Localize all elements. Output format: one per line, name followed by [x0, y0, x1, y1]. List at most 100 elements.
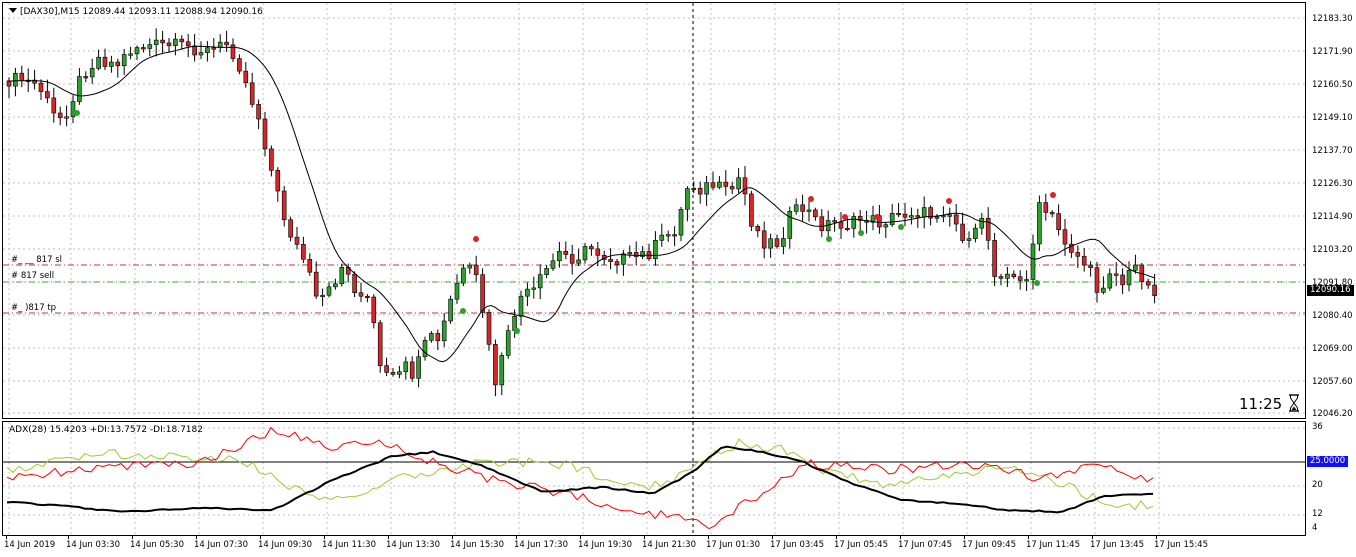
- price-scale[interactable]: 12183.30 12171.90 12160.50 12149.10 12137.70…: [1306, 2, 1356, 419]
- bear-candle: [1081, 247, 1087, 272]
- bear-candle: [813, 207, 818, 221]
- bear-candle: [83, 71, 89, 83]
- time-tick-label: 14 Jun 05:30: [130, 540, 184, 550]
- bull-candle: [320, 288, 325, 307]
- bear-candle: [160, 30, 165, 55]
- bear-candle: [115, 58, 121, 78]
- price-tick-label: 12080.40: [1312, 311, 1353, 321]
- time-tick-label: 14 Jun 17:30: [514, 540, 568, 550]
- fractal-down-dot: [514, 328, 520, 334]
- bull-candle: [806, 200, 812, 222]
- time-tick: [196, 536, 197, 539]
- bear-candle: [6, 77, 12, 99]
- bear-candle: [857, 210, 863, 231]
- bull-candle: [966, 231, 972, 248]
- price-tick-label: 12171.90: [1312, 47, 1353, 57]
- bull-candle: [947, 207, 953, 227]
- bear-candle: [211, 38, 217, 58]
- bull-candle: [1005, 266, 1010, 288]
- bear-candle: [45, 79, 50, 104]
- bull-candle: [973, 223, 978, 243]
- bear-candle: [281, 185, 287, 227]
- bear-candle: [32, 69, 37, 90]
- bear-candle: [1075, 245, 1081, 268]
- price-chart-canvas: [3, 3, 1305, 418]
- time-tick: [452, 536, 453, 539]
- fractal-down-dot: [1034, 280, 1040, 286]
- bull-candle: [717, 176, 722, 190]
- bear-candle: [1113, 262, 1119, 287]
- bear-candle: [832, 217, 837, 232]
- time-tick: [1028, 536, 1029, 539]
- bear-candle: [390, 367, 396, 377]
- plus-di-line: [6, 438, 1154, 511]
- time-tick: [324, 536, 325, 539]
- time-tick: [964, 536, 965, 539]
- bear-candle: [563, 241, 569, 260]
- bull-candle: [70, 95, 76, 123]
- time-tick-label: 17 Jun 13:45: [1090, 540, 1144, 550]
- bear-candle: [1011, 270, 1017, 279]
- bull-candle: [1030, 234, 1036, 290]
- bear-candle: [998, 273, 1004, 286]
- price-pane[interactable]: [DAX30],M15 12089.44 12093.11 12088.94 1…: [2, 2, 1306, 419]
- bear-candle: [301, 236, 306, 264]
- time-tick-label: 17 Jun 03:45: [770, 540, 824, 550]
- adx-tick-label: 36: [1312, 422, 1323, 432]
- bear-candle: [269, 145, 274, 177]
- bear-candle: [761, 221, 767, 259]
- minus-di-line: [6, 426, 1154, 530]
- time-tick-label: 14 Jun 2019: [4, 540, 56, 550]
- bull-candle: [64, 105, 69, 127]
- adx-pane[interactable]: ADX(28) 15.4203 +DI:13.7572 -DI:18.7182: [2, 421, 1306, 536]
- order-label-sell: # 817 sell: [11, 271, 55, 281]
- order-label-tp: #_ )817 tp: [11, 303, 57, 313]
- bull-candle: [909, 207, 914, 225]
- bear-candle: [928, 205, 933, 226]
- time-tick-label: 14 Jun 11:30: [322, 540, 376, 550]
- time-axis[interactable]: 14 Jun 2019 14 Jun 03:30 14 Jun 05:30 14 Ju…: [0, 536, 1356, 557]
- bull-candle: [653, 231, 658, 266]
- bear-candle: [352, 271, 357, 298]
- time-tick: [260, 536, 261, 539]
- triangle-down-icon[interactable]: [9, 8, 17, 13]
- time-tick-label: 17 Jun 07:45: [898, 540, 952, 550]
- bull-candle: [121, 49, 127, 75]
- bull-candle: [883, 221, 889, 239]
- bear-candle: [960, 212, 965, 244]
- bear-candle: [985, 207, 991, 250]
- bull-candle: [198, 41, 204, 60]
- bull-candle: [678, 206, 684, 242]
- bear-candle: [1088, 261, 1093, 277]
- bear-candle: [749, 190, 754, 231]
- symbol-info[interactable]: [DAX30],M15 12089.44 12093.11 12088.94 1…: [9, 7, 263, 17]
- bear-candle: [256, 99, 261, 130]
- bull-candle: [889, 204, 895, 227]
- fractal-down-dot: [898, 224, 904, 230]
- bull-candle: [768, 233, 773, 258]
- bear-candle: [192, 34, 197, 62]
- bull-candle: [326, 282, 332, 298]
- bull-candle: [1037, 195, 1042, 251]
- bull-candle: [851, 212, 857, 238]
- bull-candle: [691, 181, 697, 194]
- bear-candle: [1120, 268, 1125, 295]
- bull-candle: [582, 243, 588, 264]
- bear-candle: [902, 202, 908, 227]
- adx-tick-label: 4: [1312, 523, 1318, 533]
- bull-candle: [934, 214, 940, 223]
- time-tick: [772, 536, 773, 539]
- adx-tick-label: 20: [1312, 480, 1323, 490]
- fractal-up-dot: [1050, 192, 1056, 198]
- bear-candle: [608, 248, 613, 270]
- bear-candle: [230, 38, 236, 62]
- bear-candle: [845, 217, 850, 232]
- candle-timer: 11:25: [1239, 395, 1283, 413]
- time-tick: [132, 536, 133, 539]
- bear-candle: [589, 243, 594, 256]
- bear-candle: [1139, 262, 1145, 290]
- adx-chart-canvas: [3, 422, 1305, 535]
- price-tick-label: 12103.20: [1312, 245, 1353, 255]
- adx-scale[interactable]: 36 20 12 4 25.0000: [1306, 421, 1356, 536]
- bull-candle: [134, 45, 140, 61]
